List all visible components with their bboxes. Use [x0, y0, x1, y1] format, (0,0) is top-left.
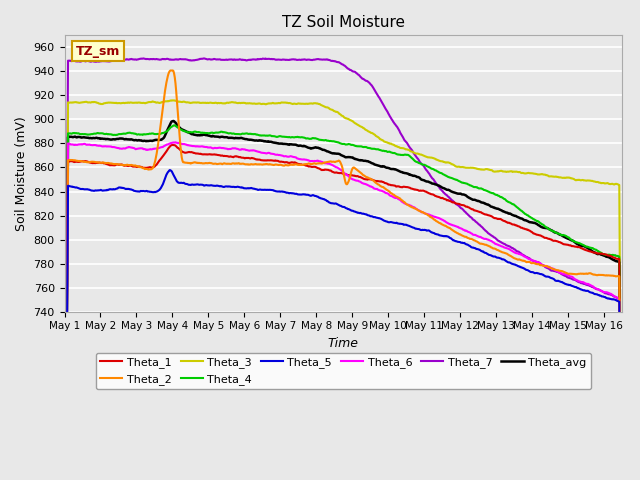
Theta_4	[417, 161, 424, 167]
Theta_7	[95, 59, 102, 64]
X-axis label: Time: Time	[328, 337, 359, 350]
Theta_1	[417, 188, 424, 193]
Theta_avg	[417, 176, 424, 181]
Theta_5	[400, 222, 408, 228]
Theta_6	[417, 208, 424, 214]
Theta_3	[484, 167, 492, 172]
Theta_4	[95, 131, 102, 136]
Theta_3	[385, 140, 393, 146]
Theta_4	[171, 122, 179, 128]
Theta_7	[541, 264, 549, 270]
Theta_2	[169, 68, 177, 73]
Theta_2	[484, 243, 492, 249]
Line: Theta_1: Theta_1	[65, 145, 622, 480]
Theta_2	[385, 188, 393, 194]
Theta_4	[400, 152, 408, 158]
Theta_5	[417, 227, 424, 233]
Theta_avg	[95, 135, 102, 141]
Line: Theta_avg: Theta_avg	[65, 121, 622, 480]
Title: TZ Soil Moisture: TZ Soil Moisture	[282, 15, 404, 30]
Theta_1	[400, 184, 408, 190]
Theta_2	[541, 263, 549, 269]
Theta_avg	[400, 170, 408, 176]
Line: Theta_2: Theta_2	[65, 71, 622, 480]
Theta_5	[95, 187, 102, 193]
Theta_7	[400, 136, 408, 142]
Theta_2	[400, 199, 408, 204]
Theta_avg	[484, 202, 492, 207]
Theta_3	[168, 97, 176, 103]
Theta_7	[417, 160, 424, 166]
Theta_avg	[385, 165, 393, 171]
Text: TZ_sm: TZ_sm	[76, 45, 120, 58]
Theta_7	[200, 56, 208, 61]
Theta_7	[385, 112, 393, 118]
Theta_1	[385, 182, 393, 188]
Line: Theta_5: Theta_5	[65, 170, 622, 480]
Theta_6	[484, 237, 492, 242]
Theta_6	[400, 200, 408, 205]
Theta_7	[484, 230, 492, 236]
Theta_6	[172, 139, 179, 145]
Theta_4	[541, 224, 549, 229]
Theta_6	[385, 192, 393, 197]
Line: Theta_3: Theta_3	[65, 100, 622, 480]
Theta_1	[169, 142, 177, 148]
Y-axis label: Soil Moisture (mV): Soil Moisture (mV)	[15, 116, 28, 231]
Legend: Theta_1, Theta_2, Theta_3, Theta_4, Theta_5, Theta_6, Theta_7, Theta_avg: Theta_1, Theta_2, Theta_3, Theta_4, Thet…	[96, 353, 591, 389]
Theta_2	[417, 208, 424, 214]
Theta_3	[95, 101, 102, 107]
Theta_3	[541, 172, 549, 178]
Theta_1	[95, 160, 102, 166]
Theta_6	[95, 143, 102, 149]
Theta_1	[541, 235, 549, 240]
Theta_4	[484, 189, 492, 194]
Theta_5	[166, 167, 173, 173]
Theta_5	[541, 274, 549, 279]
Theta_avg	[170, 118, 177, 124]
Line: Theta_6: Theta_6	[65, 142, 622, 480]
Line: Theta_7: Theta_7	[65, 59, 622, 480]
Theta_avg	[541, 225, 549, 231]
Theta_3	[417, 152, 424, 157]
Line: Theta_4: Theta_4	[65, 125, 622, 480]
Theta_3	[400, 145, 408, 151]
Theta_5	[385, 219, 393, 225]
Theta_4	[385, 149, 393, 155]
Theta_2	[95, 159, 102, 165]
Theta_6	[541, 264, 549, 269]
Theta_5	[484, 252, 492, 257]
Theta_1	[484, 212, 492, 218]
